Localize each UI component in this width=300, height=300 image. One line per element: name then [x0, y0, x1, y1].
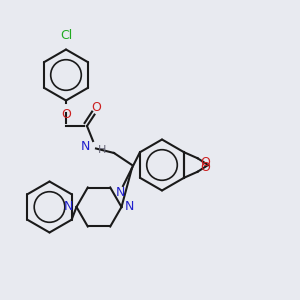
Text: N: N [124, 200, 134, 214]
Text: N: N [64, 200, 74, 214]
Text: H: H [98, 145, 106, 155]
Text: N: N [115, 185, 125, 199]
Text: O: O [91, 101, 101, 114]
Text: Cl: Cl [60, 29, 72, 42]
Text: O: O [61, 108, 71, 121]
Text: O: O [201, 156, 211, 169]
Text: N: N [81, 140, 90, 154]
Text: O: O [201, 161, 211, 174]
